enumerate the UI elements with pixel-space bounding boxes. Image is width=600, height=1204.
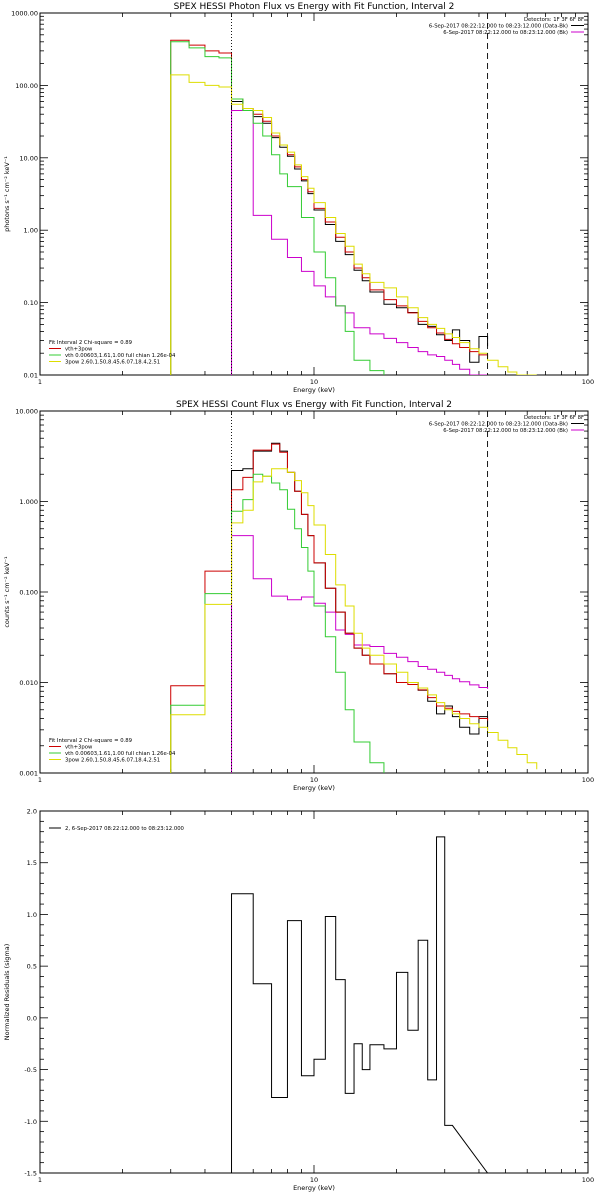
- x-tick-label: 10: [310, 1176, 318, 1184]
- y-tick-label: -1.5: [24, 1170, 37, 1178]
- series-3-line: [170, 443, 489, 773]
- legend-entry-label: vth 0.00603,1.61,1.00 full chian 1.26e-0…: [65, 353, 176, 359]
- legend-entry-label: vth+3pow: [65, 347, 93, 353]
- y-tick-label: 1.00: [24, 227, 38, 235]
- legend-header: Detectors: 1F 3F 6F 8F: [524, 17, 584, 23]
- y-tick-label: 1.000: [19, 498, 38, 506]
- y-tick-label: 1000.00: [11, 10, 38, 18]
- series-2-line: [231, 110, 488, 375]
- x-axis-label: Energy (keV): [293, 386, 335, 394]
- x-tick-label: 10: [310, 776, 318, 784]
- x-tick-label: 100: [582, 776, 594, 784]
- legend-entry-label: 3pow 2.60,1.50,8.45,6.07,18.4,2.51: [65, 758, 160, 764]
- series-2-line: [231, 535, 489, 773]
- x-axis-label: Energy (keV): [293, 784, 335, 792]
- legend-header: Detectors: 1F 3F 6F 8F: [524, 415, 584, 421]
- series-1-line: [231, 836, 488, 1173]
- y-tick-label: 0.001: [19, 770, 38, 778]
- legend-header: Fit Interval 2 Chi-square = 0.89: [49, 340, 132, 346]
- y-axis-label: counts s⁻¹ cm⁻² keV⁻¹: [3, 556, 11, 628]
- legend-entry-label: 6-Sep-2017 08:22:12.000 to 08:23:12.000 …: [429, 24, 568, 30]
- y-tick-label: 0.100: [19, 589, 38, 597]
- y-tick-label: -0.5: [24, 1066, 37, 1074]
- series-3-line: [170, 39, 489, 375]
- y-axis-label: Normalized Residuals (sigma): [3, 944, 11, 1041]
- plot-frame: [39, 810, 589, 1174]
- y-tick-label: -1.0: [24, 1118, 37, 1126]
- series-1-line: [231, 442, 489, 773]
- legend-entry-label: 3pow 2.60,1.50,8.45,6.07,18.4,2.51: [65, 360, 160, 366]
- x-tick-label: 100: [582, 1176, 594, 1184]
- y-tick-label: 10.00: [19, 154, 38, 162]
- y-tick-label: 0.5: [27, 963, 37, 971]
- y-tick-label: 0.01: [24, 372, 38, 380]
- chart-1: SPEX HESSI Photon Flux vs Energy with Fi…: [3, 2, 594, 394]
- y-tick-label: 10.000: [15, 408, 38, 416]
- y-tick-label: 0.0: [27, 1014, 37, 1022]
- series-5-line: [170, 74, 537, 375]
- y-tick-label: 0.10: [24, 299, 38, 307]
- series-4-line: [170, 41, 385, 375]
- series-5-line: [170, 468, 538, 773]
- legend-entry-label: vth+3pow: [65, 745, 93, 751]
- chart-title: SPEX HESSI Photon Flux vs Energy with Fi…: [174, 2, 455, 12]
- legend-header: Fit Interval 2 Chi-square = 0.89: [49, 738, 132, 744]
- y-tick-label: 1.5: [27, 859, 37, 867]
- chart-title: SPEX HESSI Count Flux vs Energy with Fit…: [176, 400, 452, 410]
- legend-entry-label: vth 0.00603,1.61,1.00 full chian 1.26e-0…: [65, 751, 176, 757]
- x-tick-label: 100: [582, 378, 594, 386]
- x-tick-label: 1: [38, 776, 42, 784]
- y-tick-label: 100.00: [15, 82, 38, 90]
- y-tick-label: 0.010: [19, 679, 38, 687]
- x-tick-label: 10: [310, 378, 318, 386]
- chart-3: 1 10 100 Energy (keV) -1.5 -1.0 -0.5 0.0 0.5 1.0 1…: [3, 808, 594, 1193]
- chart-2: SPEX HESSI Count Flux vs Energy with Fit…: [3, 400, 594, 792]
- y-axis-label: photons s⁻¹ cm⁻² keV⁻¹: [3, 156, 11, 232]
- series-group: [170, 442, 538, 773]
- y-tick-label: 2.0: [27, 808, 37, 816]
- legend-entry-label: 6-Sep-2017 08:22:12.000 to 08:23:12.000 …: [443, 428, 568, 434]
- x-tick-label: 1: [38, 1176, 42, 1184]
- x-axis-label: Energy (keV): [293, 1184, 335, 1192]
- series-group: [170, 39, 537, 375]
- series-group: [231, 836, 488, 1173]
- legend-entry-label: 6-Sep-2017 08:22:12.000 to 08:23:12.000 …: [443, 30, 568, 36]
- legend-entry-label: 2, 6-Sep-2017 08:22:12.000 to 08:23:12.0…: [65, 826, 185, 832]
- y-tick-label: 1.0: [27, 911, 37, 919]
- x-tick-label: 1: [38, 378, 42, 386]
- legend-entry-label: 6-Sep-2017 08:22:12.000 to 08:23:12.000 …: [429, 422, 568, 428]
- series-4-line: [170, 473, 385, 773]
